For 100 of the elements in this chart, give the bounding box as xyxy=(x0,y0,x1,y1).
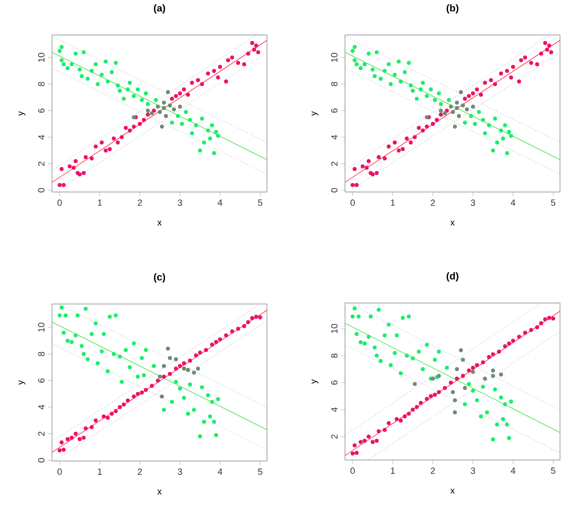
y-tick-label: 2 xyxy=(38,432,44,436)
x-tick-label: 3 xyxy=(178,468,182,475)
point xyxy=(454,106,459,110)
point xyxy=(90,156,94,160)
y-tick-label: 6 xyxy=(38,108,44,113)
y-tick-label: 6 xyxy=(331,108,338,113)
point xyxy=(476,110,481,114)
point xyxy=(509,75,514,80)
point xyxy=(218,64,222,69)
point xyxy=(466,382,471,386)
x-tick-label: 0 xyxy=(57,468,62,475)
x-axis-title: x xyxy=(450,488,455,494)
point xyxy=(192,408,196,412)
point xyxy=(495,140,500,144)
point xyxy=(482,376,487,381)
point xyxy=(206,71,210,76)
point xyxy=(519,58,524,62)
point xyxy=(100,140,104,144)
point xyxy=(62,330,66,335)
point xyxy=(106,416,110,420)
point xyxy=(86,357,90,362)
point xyxy=(94,144,98,148)
point xyxy=(170,120,174,125)
point xyxy=(90,68,94,73)
point xyxy=(162,364,166,368)
point xyxy=(188,382,192,387)
point xyxy=(392,140,397,144)
y-tick-label: 10 xyxy=(331,324,338,333)
point xyxy=(166,346,170,351)
point xyxy=(491,368,496,372)
point xyxy=(174,94,178,98)
point xyxy=(392,72,397,77)
point xyxy=(236,60,240,65)
point xyxy=(162,374,166,379)
point xyxy=(182,366,186,371)
point xyxy=(410,356,415,360)
point xyxy=(142,373,146,378)
x-tick-label: 2 xyxy=(138,200,142,206)
point xyxy=(448,104,453,109)
point xyxy=(523,330,528,335)
point xyxy=(418,87,423,92)
point xyxy=(430,122,435,126)
point xyxy=(509,400,514,404)
point xyxy=(543,40,548,45)
x-tick-label: 0 xyxy=(350,200,355,206)
point xyxy=(462,120,467,125)
point xyxy=(128,365,132,370)
point xyxy=(174,366,178,371)
point xyxy=(382,333,387,338)
point xyxy=(382,428,387,432)
point xyxy=(356,314,361,318)
point xyxy=(460,358,465,362)
point xyxy=(470,91,475,96)
point xyxy=(378,76,383,81)
point xyxy=(182,87,186,92)
point xyxy=(352,58,357,62)
point xyxy=(507,130,512,134)
point xyxy=(152,364,156,368)
point xyxy=(378,359,383,364)
point xyxy=(350,452,355,456)
point xyxy=(68,164,72,168)
point xyxy=(118,88,122,93)
x-tick-label: 2 xyxy=(430,200,435,206)
point xyxy=(438,108,443,113)
point xyxy=(493,387,498,392)
point xyxy=(80,344,84,348)
point xyxy=(94,321,98,326)
y-axis-title: y xyxy=(18,111,26,116)
point xyxy=(394,417,399,422)
point xyxy=(60,58,64,62)
x-tick-label: 1 xyxy=(98,468,102,475)
point xyxy=(120,380,124,384)
point xyxy=(178,386,182,391)
point xyxy=(386,62,391,66)
x-tick-label: 1 xyxy=(390,468,395,474)
x-tick-label: 5 xyxy=(551,468,556,474)
point xyxy=(466,94,471,98)
point xyxy=(126,87,130,92)
point xyxy=(136,374,140,379)
point xyxy=(214,130,218,134)
point xyxy=(468,114,473,118)
point xyxy=(186,368,190,372)
point xyxy=(418,400,423,405)
chart-title: (a) xyxy=(154,4,166,14)
point xyxy=(386,322,391,327)
point xyxy=(224,79,228,84)
x-tick-label: 2 xyxy=(430,468,435,474)
point xyxy=(132,341,136,346)
point xyxy=(482,80,487,85)
point xyxy=(254,314,258,319)
y-tick-label: 8 xyxy=(38,82,44,86)
point xyxy=(470,104,475,109)
point xyxy=(146,108,150,113)
x-axis-title: x xyxy=(157,490,162,494)
y-tick-label: 4 xyxy=(38,134,44,140)
point xyxy=(58,182,62,187)
point xyxy=(511,338,516,343)
point xyxy=(84,306,88,311)
point xyxy=(158,110,162,114)
point xyxy=(438,112,443,117)
